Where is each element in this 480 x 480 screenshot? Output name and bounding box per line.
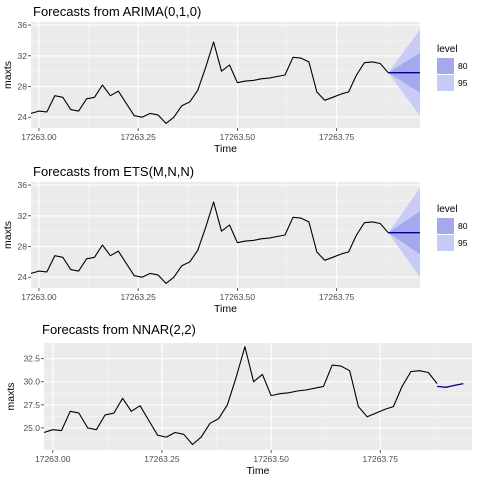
x-tick-label: 17263.25 xyxy=(144,454,180,464)
legend-label-95: 95 xyxy=(458,78,468,88)
history-line xyxy=(43,346,438,446)
legend-label-80: 80 xyxy=(458,61,468,71)
chart-panel-2: Forecasts from ETS(M,N,N) 17263.00 17263.2… xyxy=(2,164,468,315)
legend-key-80 xyxy=(437,58,454,74)
y-tick-label: 25.0 xyxy=(23,423,40,433)
y-tick-label: 28 xyxy=(18,82,28,92)
x-tick-label: 17263.00 xyxy=(21,292,57,302)
x-tick-label: 17263.75 xyxy=(319,292,355,302)
x-tick-label: 17263.50 xyxy=(220,292,256,302)
history-line xyxy=(30,201,389,284)
x-tick-label: 17263.75 xyxy=(319,132,355,142)
y-tick-label: 36 xyxy=(18,180,28,190)
plot-background xyxy=(31,182,420,288)
legend-title: level xyxy=(437,204,458,215)
y-axis-title: maxts xyxy=(2,61,14,89)
x-tick-label: 17263.50 xyxy=(253,454,289,464)
plot-background xyxy=(44,343,472,450)
chart-title: Forecasts from ARIMA(0,1,0) xyxy=(33,4,201,19)
y-tick-label: 24 xyxy=(18,112,28,122)
legend-title: level xyxy=(437,44,458,55)
y-axis-title: maxts xyxy=(5,382,17,410)
y-tick-label: 30.0 xyxy=(23,377,40,387)
y-tick-label: 28 xyxy=(18,242,28,252)
x-tick-label: 17263.00 xyxy=(35,454,71,464)
x-axis-title: Time xyxy=(214,303,237,315)
history-line xyxy=(30,41,389,124)
y-tick-label: 32 xyxy=(18,51,28,61)
legend-key-95 xyxy=(437,235,454,251)
forecast-mean-line xyxy=(437,382,464,388)
x-tick-label: 17263.25 xyxy=(120,132,156,142)
chart-panel-1: Forecasts from ARIMA(0,1,0) 17263.00 17263… xyxy=(2,4,468,155)
y-axis-title: maxts xyxy=(2,221,14,249)
legend-label-80: 80 xyxy=(458,221,468,231)
chart-panel-3: Forecasts from NNAR(2,2) 17263.00 17263.25… xyxy=(5,322,472,477)
legend-key-80 xyxy=(437,218,454,234)
y-tick-label: 36 xyxy=(18,20,28,30)
y-tick-label: 32.5 xyxy=(23,354,40,364)
y-tick-label: 24 xyxy=(18,272,28,282)
legend-label-95: 95 xyxy=(458,238,468,248)
legend-key-95 xyxy=(437,75,454,91)
chart-title: Forecasts from NNAR(2,2) xyxy=(42,322,196,337)
x-tick-label: 17263.25 xyxy=(120,292,156,302)
chart-title: Forecasts from ETS(M,N,N) xyxy=(33,164,194,179)
plot-background xyxy=(31,22,420,128)
x-axis-title: Time xyxy=(214,143,237,155)
x-tick-label: 17263.75 xyxy=(363,454,399,464)
x-tick-label: 17263.50 xyxy=(220,132,256,142)
x-axis-title: Time xyxy=(247,465,270,477)
y-tick-label: 27.5 xyxy=(23,400,40,410)
x-tick-label: 17263.00 xyxy=(21,132,57,142)
y-tick-label: 32 xyxy=(18,211,28,221)
